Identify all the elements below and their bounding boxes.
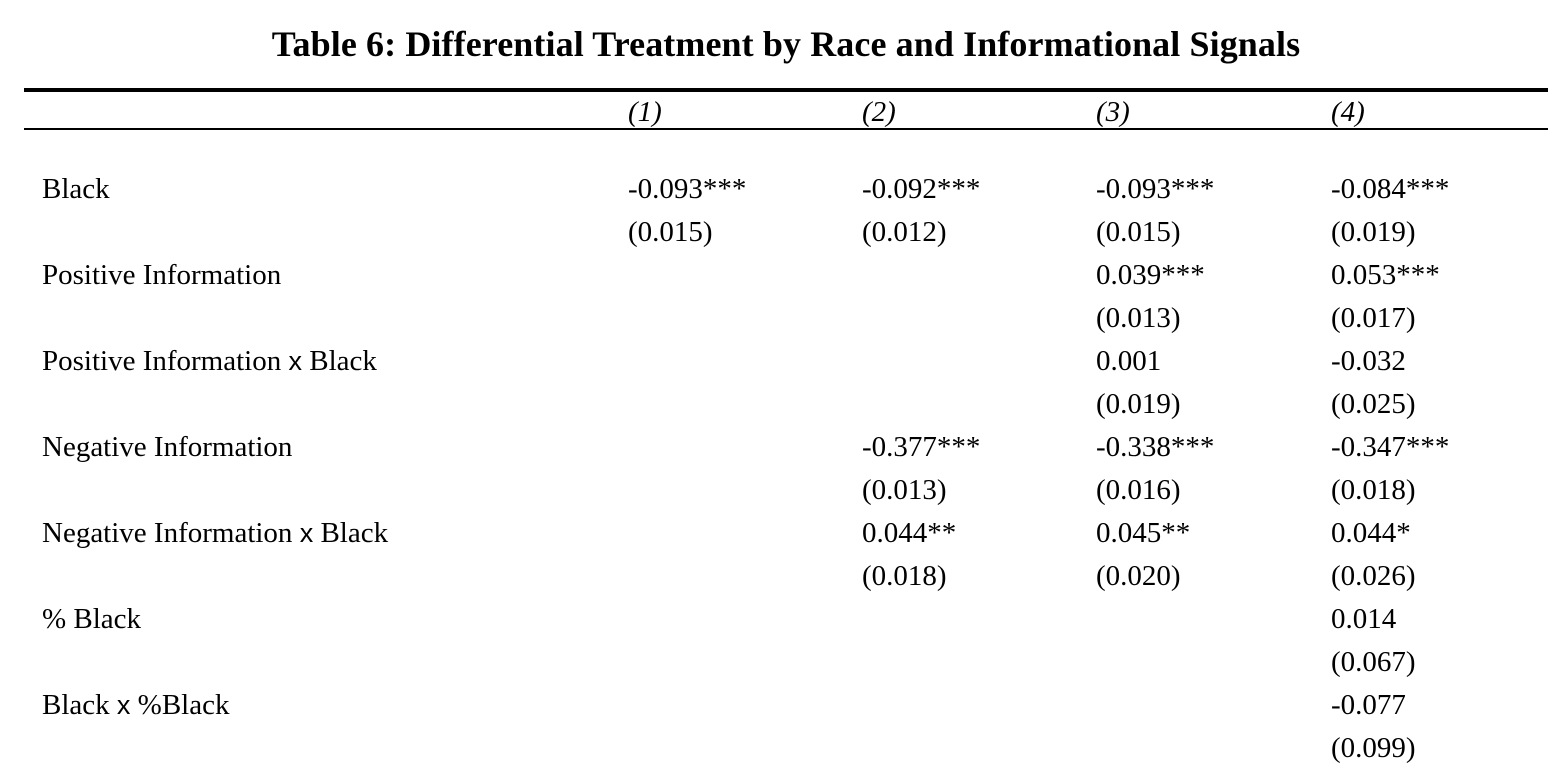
coef-black-col2: -0.092*** [862, 173, 981, 205]
se-positive-x-black-col4: (0.025) [1331, 388, 1416, 420]
coef-negative-col4: -0.347*** [1331, 431, 1450, 463]
se-black-x-pct-black-col4: (0.099) [1331, 732, 1416, 764]
coef-pct-black-col4: 0.014 [1331, 603, 1397, 635]
column-header-2: (2) [862, 96, 896, 128]
row-label-black: Black [42, 173, 110, 205]
header-rule [24, 128, 1548, 130]
se-black-col2: (0.012) [862, 216, 947, 248]
se-positive-col4: (0.017) [1331, 302, 1416, 334]
row-label-pct-black: % Black [42, 603, 142, 635]
se-negative-x-black-col3: (0.020) [1096, 560, 1181, 592]
se-negative-x-black-col4: (0.026) [1331, 560, 1416, 592]
row-label-negative-information-x-black: Negative Information x Black [42, 517, 389, 549]
se-negative-col2: (0.013) [862, 474, 947, 506]
row-label-negative-information: Negative Information [42, 431, 293, 463]
coef-negative-x-black-col3: 0.045** [1096, 517, 1191, 549]
coef-negative-x-black-col4: 0.044* [1331, 517, 1411, 549]
coef-positive-x-black-col3: 0.001 [1096, 345, 1162, 377]
se-pct-black-col4: (0.067) [1331, 646, 1416, 678]
column-header-1: (1) [628, 96, 662, 128]
row-label-positive-information: Positive Information [42, 259, 282, 291]
se-negative-col4: (0.018) [1331, 474, 1416, 506]
se-negative-x-black-col2: (0.018) [862, 560, 947, 592]
se-positive-x-black-col3: (0.019) [1096, 388, 1181, 420]
coef-positive-x-black-col4: -0.032 [1331, 345, 1406, 377]
table-title: Table 6: Differential Treatment by Race … [271, 24, 1301, 64]
column-header-3: (3) [1096, 96, 1130, 128]
se-negative-col3: (0.016) [1096, 474, 1181, 506]
coef-black-x-pct-black-col4: -0.077 [1331, 689, 1406, 721]
column-header-4: (4) [1331, 96, 1365, 128]
top-rule [24, 88, 1548, 92]
coef-negative-col2: -0.377*** [862, 431, 981, 463]
row-label-positive-information-x-black: Positive Information x Black [42, 345, 377, 377]
row-label-black-x-pct-black: Black x %Black [42, 689, 230, 721]
coef-negative-col3: -0.338*** [1096, 431, 1215, 463]
coef-positive-col4: 0.053*** [1331, 259, 1440, 291]
coef-black-col4: -0.084*** [1331, 173, 1450, 205]
coef-black-col1: -0.093*** [628, 173, 747, 205]
se-black-col3: (0.015) [1096, 216, 1181, 248]
se-positive-col3: (0.013) [1096, 302, 1181, 334]
coef-positive-col3: 0.039*** [1096, 259, 1205, 291]
coef-black-col3: -0.093*** [1096, 173, 1215, 205]
se-black-col4: (0.019) [1331, 216, 1416, 248]
se-black-col1: (0.015) [628, 216, 713, 248]
coef-negative-x-black-col2: 0.044** [862, 517, 957, 549]
